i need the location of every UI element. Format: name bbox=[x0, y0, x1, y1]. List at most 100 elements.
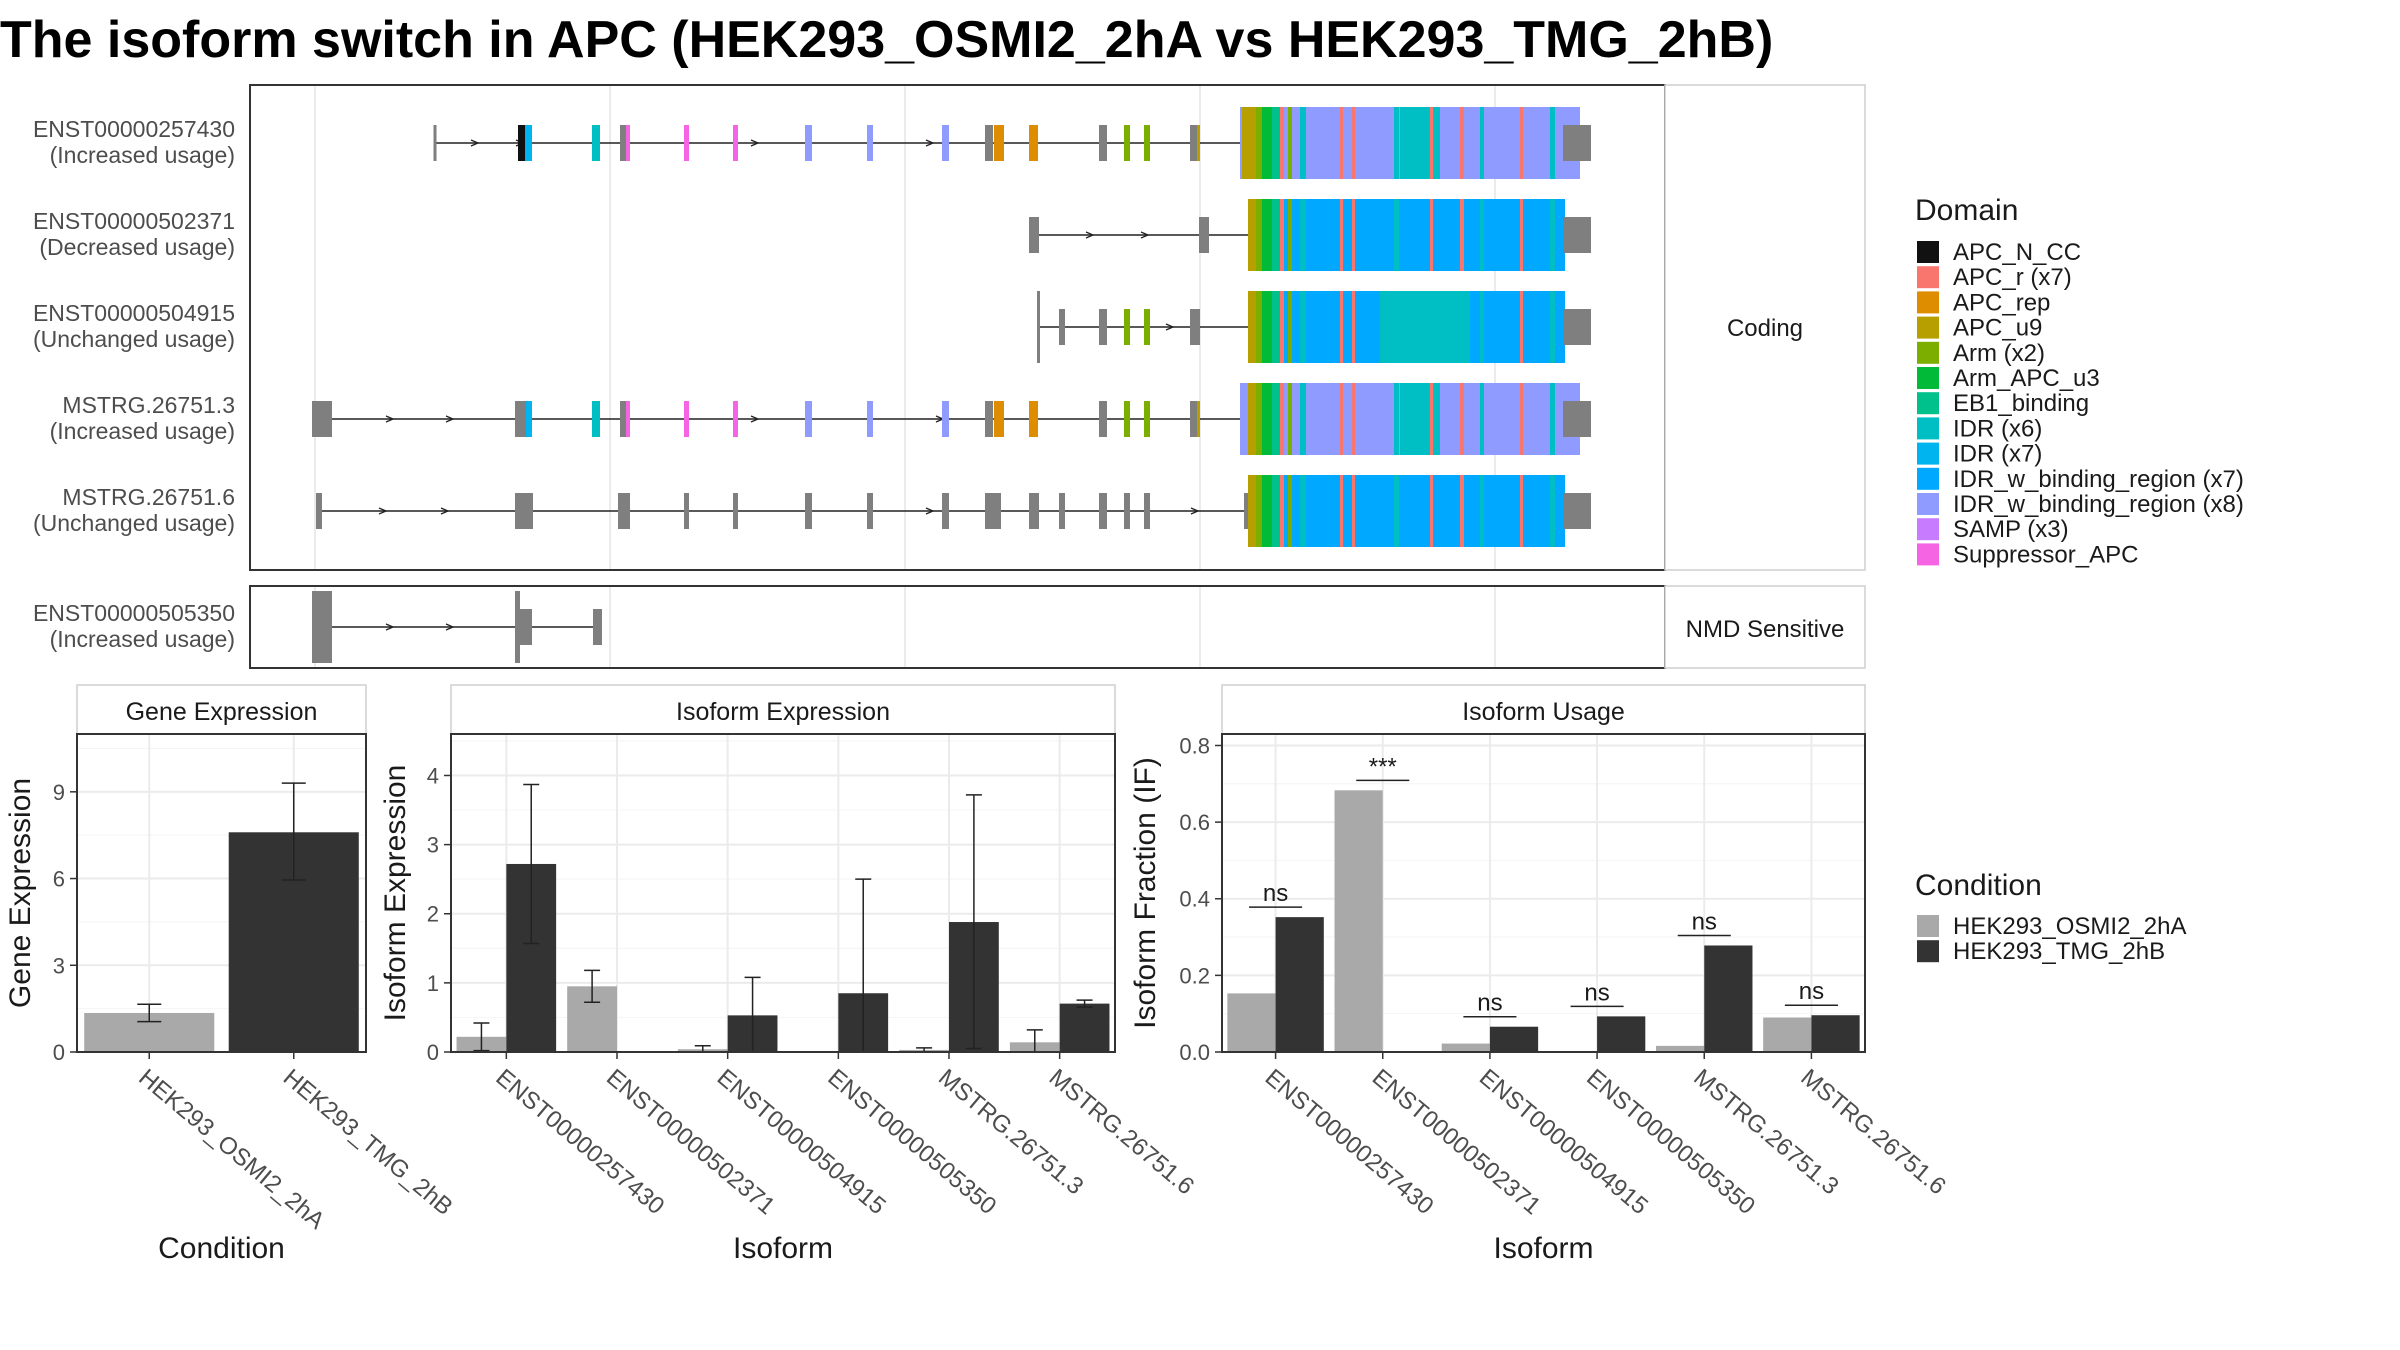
exon bbox=[805, 493, 812, 529]
transcript-id-label: MSTRG.26751.6 bbox=[62, 484, 235, 510]
strand-arrow bbox=[378, 507, 388, 515]
domain-segment bbox=[1520, 107, 1523, 179]
domain-segment bbox=[1520, 383, 1523, 455]
exon bbox=[518, 125, 526, 161]
exon bbox=[1197, 401, 1200, 437]
bar bbox=[1334, 790, 1383, 1052]
strand-arrow bbox=[1085, 231, 1095, 239]
strand-arrow bbox=[925, 139, 935, 147]
y-tick-label: 0.4 bbox=[1179, 887, 1210, 912]
domain-segment bbox=[1355, 383, 1390, 455]
significance-label: ns bbox=[1584, 979, 1609, 1006]
bar bbox=[1597, 1016, 1646, 1052]
last-exon-block bbox=[1250, 475, 1565, 547]
domain-segment bbox=[1288, 107, 1292, 179]
exon bbox=[994, 125, 1004, 161]
exon bbox=[626, 401, 630, 437]
coding-strip-label: Coding bbox=[1727, 315, 1803, 342]
nmd-strip bbox=[1664, 585, 1866, 669]
exon bbox=[1144, 493, 1150, 529]
domain-segment bbox=[1300, 291, 1306, 363]
facet-strip bbox=[76, 684, 367, 735]
exon bbox=[312, 591, 332, 663]
exon bbox=[985, 125, 993, 161]
y-tick-label: 9 bbox=[53, 780, 65, 805]
domain-legend-key bbox=[1917, 467, 1939, 490]
transcript-id-label: MSTRG.26751.3 bbox=[62, 392, 235, 418]
domain-segment bbox=[1256, 383, 1262, 455]
domain-legend-label: Arm (x2) bbox=[1953, 340, 2045, 367]
exon bbox=[1144, 125, 1150, 161]
domain-segment bbox=[1352, 107, 1355, 179]
exon bbox=[312, 401, 332, 437]
domain-legend-label: APC_N_CC bbox=[1953, 239, 2081, 266]
strand-arrow bbox=[440, 507, 450, 515]
exon bbox=[942, 125, 949, 161]
exon bbox=[1190, 309, 1200, 345]
bar bbox=[1275, 917, 1324, 1052]
condition-legend-label: HEK293_OSMI2_2hA bbox=[1953, 913, 2186, 940]
domain-segment bbox=[1394, 107, 1399, 179]
exon bbox=[526, 401, 532, 437]
domain-segment bbox=[1480, 107, 1484, 179]
exon bbox=[805, 401, 812, 437]
exon bbox=[1144, 401, 1150, 437]
domain-segment bbox=[1256, 107, 1262, 179]
chart-panel-1: Gene Expression0369HEK293_OSMI2_2hAHEK29… bbox=[4, 684, 458, 1265]
domain-segment bbox=[1262, 291, 1272, 363]
bar bbox=[1227, 993, 1276, 1052]
domain-segment bbox=[1288, 107, 1340, 179]
exon bbox=[733, 125, 738, 161]
domain-segment bbox=[1280, 475, 1284, 547]
transcript-usage-label: (Decreased usage) bbox=[39, 234, 235, 260]
exon bbox=[618, 493, 630, 529]
domain-legend-title: Domain bbox=[1915, 194, 2018, 227]
domain-segment bbox=[1460, 383, 1464, 455]
domain-segment bbox=[1430, 199, 1433, 271]
domain-segment bbox=[1340, 199, 1343, 271]
bar bbox=[1656, 1045, 1705, 1052]
domain-segment bbox=[1272, 107, 1280, 179]
significance-label: ns bbox=[1263, 880, 1288, 907]
domain-segment bbox=[1280, 291, 1284, 363]
domain-segment bbox=[1248, 291, 1256, 363]
exon bbox=[1029, 493, 1039, 529]
domain-segment bbox=[1256, 291, 1262, 363]
exon bbox=[684, 125, 689, 161]
exon bbox=[733, 401, 738, 437]
domain-segment bbox=[1520, 199, 1523, 271]
transcript-usage-label: (Unchanged usage) bbox=[33, 326, 235, 352]
domain-segment bbox=[1256, 199, 1262, 271]
facet-title: Isoform Expression bbox=[676, 698, 890, 726]
domain-legend-key bbox=[1917, 493, 1939, 515]
exon bbox=[1124, 493, 1130, 529]
domain-legend-label: SAMP (x3) bbox=[1953, 516, 2069, 543]
nmd-strip-label: NMD Sensitive bbox=[1686, 616, 1845, 643]
domain-segment bbox=[1256, 475, 1262, 547]
domain-segment bbox=[1340, 107, 1343, 179]
x-axis-title: Condition bbox=[158, 1232, 285, 1265]
exon bbox=[1099, 125, 1107, 161]
y-tick-label: 6 bbox=[53, 867, 65, 892]
y-axis-title: Isoform Fraction (IF) bbox=[1129, 757, 1162, 1029]
transcript-id-label: ENST00000505350 bbox=[33, 600, 235, 626]
exon bbox=[592, 125, 600, 161]
exon bbox=[1144, 309, 1150, 345]
plot-frame bbox=[1221, 733, 1866, 1053]
utr-exon bbox=[1563, 217, 1591, 253]
exon bbox=[520, 609, 532, 645]
significance-label: ns bbox=[1692, 908, 1717, 935]
bar bbox=[1441, 1043, 1490, 1052]
domain-segment bbox=[1272, 291, 1280, 363]
exon bbox=[1190, 401, 1200, 437]
significance-label: *** bbox=[1369, 753, 1397, 780]
domain-segment bbox=[1394, 475, 1399, 547]
domain-segment bbox=[1480, 383, 1484, 455]
y-tick-label: 0.2 bbox=[1179, 963, 1210, 988]
exon bbox=[1190, 125, 1200, 161]
domain-legend-label: IDR (x7) bbox=[1953, 441, 2042, 468]
transcript-usage-label: (Increased usage) bbox=[50, 142, 235, 168]
domain-legend-key bbox=[1917, 266, 1939, 289]
y-tick-label: 0.6 bbox=[1179, 810, 1210, 835]
